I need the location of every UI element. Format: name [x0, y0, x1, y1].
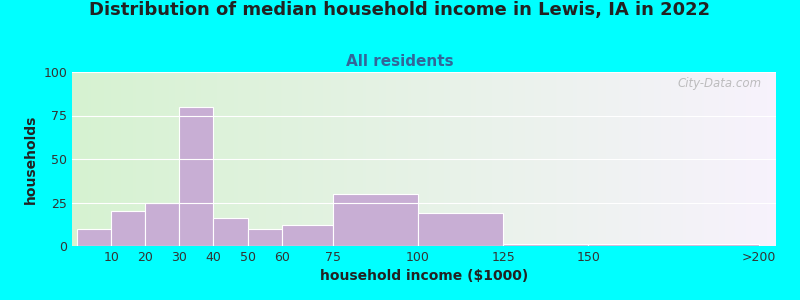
Y-axis label: households: households [24, 114, 38, 204]
Bar [589, 244, 759, 246]
Bar [214, 218, 247, 246]
Bar [247, 229, 282, 246]
Text: City-Data.com: City-Data.com [678, 77, 762, 90]
Text: Distribution of median household income in Lewis, IA in 2022: Distribution of median household income … [90, 2, 710, 20]
Bar [111, 211, 146, 246]
Bar [333, 194, 418, 246]
X-axis label: household income ($1000): household income ($1000) [320, 269, 528, 284]
Bar [77, 229, 111, 246]
Bar [179, 107, 214, 246]
Bar [282, 225, 333, 246]
Bar [146, 202, 179, 246]
Text: All residents: All residents [346, 54, 454, 69]
Bar [418, 213, 503, 246]
Bar [503, 244, 589, 246]
